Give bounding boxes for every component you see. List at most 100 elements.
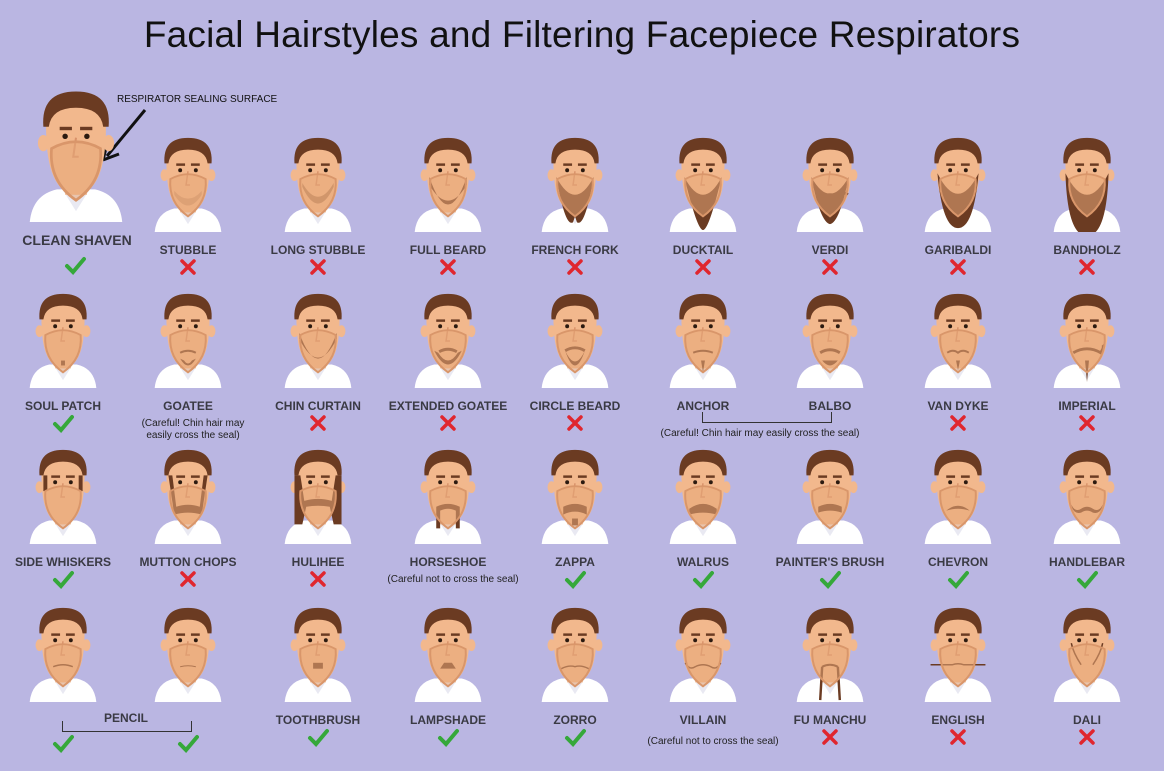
face-bandholz-icon	[1051, 134, 1123, 236]
face-stubble-icon	[152, 134, 224, 232]
style-label: GOATEE	[163, 399, 213, 413]
style-lampshade: LAMPSHADE	[373, 604, 523, 754]
style-zorro: ZORRO	[500, 604, 650, 754]
check-icon	[177, 732, 199, 754]
style-label: MUTTON CHOPS	[139, 555, 237, 569]
style-label: CLEAN SHAVEN	[22, 232, 132, 248]
cross-icon	[437, 256, 459, 278]
anchor-balbo-bracket	[702, 412, 832, 423]
cross-icon	[692, 256, 714, 278]
style-label: DALI	[1073, 713, 1101, 727]
style-label: VAN DYKE	[927, 399, 989, 413]
face-extended-goatee-icon	[412, 290, 484, 388]
style-label: BANDHOLZ	[1053, 243, 1121, 257]
face-painter-s-brush-icon	[794, 446, 866, 544]
check-icon	[692, 568, 714, 590]
style-label: GARIBALDI	[924, 243, 992, 257]
style-walrus: WALRUS	[628, 446, 778, 596]
style-hulihee: HULIHEE	[243, 446, 393, 596]
face-horseshoe-icon	[412, 446, 484, 544]
style-van-dyke: VAN DYKE	[883, 290, 1033, 440]
check-icon	[64, 254, 86, 276]
goatee-note: (Careful! Chin hair may easily cross the…	[141, 418, 245, 441]
face-garibaldi-icon	[922, 134, 994, 232]
style-handlebar: HANDLEBAR	[1012, 446, 1162, 596]
check-icon	[52, 568, 74, 590]
face-chin-curtain-icon	[282, 290, 354, 388]
cross-icon	[564, 256, 586, 278]
face-verdi-icon	[794, 134, 866, 232]
style-label: SIDE WHISKERS	[14, 555, 111, 569]
check-icon	[1076, 568, 1098, 590]
face-ducktail-icon	[667, 134, 739, 232]
style-label: FULL BEARD	[409, 243, 487, 257]
style-anchor: ANCHOR	[628, 290, 778, 440]
cross-icon	[177, 256, 199, 278]
cross-icon	[947, 412, 969, 434]
cross-icon	[437, 412, 459, 434]
style-label: HULIHEE	[291, 555, 345, 569]
style-ducktail: DUCKTAIL	[628, 134, 778, 284]
check-icon	[564, 726, 586, 748]
check-icon	[52, 412, 74, 434]
cross-icon	[819, 256, 841, 278]
face-dali-icon	[1051, 604, 1123, 702]
check-icon	[52, 732, 74, 754]
face-clean-shaven-icon	[26, 86, 126, 222]
style-imperial: IMPERIAL	[1012, 290, 1162, 440]
style-bandholz: BANDHOLZ	[1012, 134, 1162, 284]
style-garibaldi: GARIBALDI	[883, 134, 1033, 284]
style-label: FRENCH FORK	[531, 243, 619, 257]
style-horseshoe: HORSESHOE	[373, 446, 523, 596]
style-french-fork: FRENCH FORK	[500, 134, 650, 284]
style-long-stubble: LONG STUBBLE	[243, 134, 393, 284]
face-long-stubble-icon	[282, 134, 354, 232]
style-label: CHEVRON	[927, 555, 988, 569]
style-label: WALRUS	[677, 555, 729, 569]
check-icon	[564, 568, 586, 590]
cross-icon	[177, 568, 199, 590]
check-icon	[819, 568, 841, 590]
style-chevron: CHEVRON	[883, 446, 1033, 596]
face-soul-patch-icon	[27, 290, 99, 388]
style-english: ENGLISH	[883, 604, 1033, 754]
cross-icon	[307, 256, 329, 278]
face-english-icon	[922, 604, 994, 702]
anchor-balbo-note: (Careful! Chin hair may easily cross the…	[660, 428, 860, 439]
style-stubble: STUBBLE	[113, 134, 263, 284]
cross-icon	[947, 256, 969, 278]
style-label: FU MANCHU	[793, 713, 867, 727]
style-verdi: VERDI	[755, 134, 905, 284]
style-clean-shaven: CLEAN SHAVEN	[2, 86, 152, 275]
page-title: Facial Hairstyles and Filtering Facepiec…	[143, 14, 1021, 55]
cross-icon	[1076, 256, 1098, 278]
horseshoe-note: (Careful not to cross the seal)	[387, 574, 519, 585]
style-goatee: GOATEE	[113, 290, 263, 440]
style-pencil-27	[0, 604, 138, 754]
style-label: LONG STUBBLE	[270, 243, 366, 257]
face-zappa-icon	[539, 446, 611, 544]
style-zappa: ZAPPA	[500, 446, 650, 596]
pencil-bracket	[62, 721, 192, 732]
style-label: HORSESHOE	[409, 555, 487, 569]
cross-icon	[947, 726, 969, 748]
style-label: CHIN CURTAIN	[275, 399, 361, 413]
face-pencil-28-icon	[152, 604, 224, 702]
face-goatee-icon	[152, 290, 224, 388]
face-walrus-icon	[667, 446, 739, 544]
style-pencil-28	[113, 604, 263, 754]
face-imperial-icon	[1051, 290, 1123, 388]
cross-icon	[1076, 726, 1098, 748]
style-label: TOOTHBRUSH	[275, 713, 361, 727]
style-villain: VILLAIN	[628, 604, 778, 754]
face-mutton-chops-icon	[152, 446, 224, 544]
style-label: ANCHOR	[676, 399, 730, 413]
cross-icon	[819, 726, 841, 748]
check-icon	[437, 726, 459, 748]
face-zorro-icon	[539, 604, 611, 702]
style-label: ZORRO	[553, 713, 597, 727]
style-label: ZAPPA	[555, 555, 595, 569]
style-label: SOUL PATCH	[24, 399, 101, 413]
style-label: EXTENDED GOATEE	[388, 399, 508, 413]
style-label: CIRCLE BEARD	[529, 399, 621, 413]
